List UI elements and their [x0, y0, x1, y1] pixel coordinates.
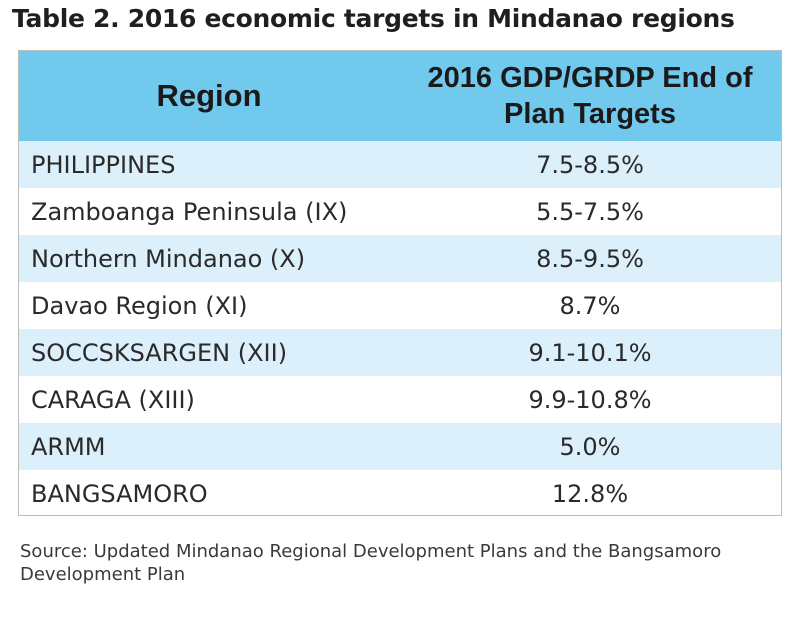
region-cell: SOCCSKSARGEN (XII): [31, 338, 288, 367]
table-row: Northern Mindanao (X) 8.5-9.5%: [19, 235, 781, 282]
target-cell: 5.0%: [559, 432, 621, 461]
table-title: Table 2. 2016 economic targets in Mindan…: [12, 4, 735, 33]
target-cell: 7.5-8.5%: [536, 150, 644, 179]
target-cell: 9.9-10.8%: [528, 385, 652, 414]
table-header-row: Region 2016 GDP/GRDP End of Plan Targets: [19, 51, 781, 141]
table-row: SOCCSKSARGEN (XII) 9.1-10.1%: [19, 329, 781, 376]
target-cell: 12.8%: [551, 479, 629, 508]
table-row: CARAGA (XIII) 9.9-10.8%: [19, 376, 781, 423]
region-cell: BANGSAMORO: [31, 479, 208, 508]
table-row: ARMM 5.0%: [19, 423, 781, 470]
region-cell: PHILIPPINES: [31, 150, 176, 179]
region-cell: Zamboanga Peninsula (IX): [31, 197, 348, 226]
region-cell: CARAGA (XIII): [31, 385, 195, 414]
targets-table: Region 2016 GDP/GRDP End of Plan Targets…: [18, 50, 782, 516]
target-cell: 8.7%: [559, 291, 621, 320]
target-cell: 8.5-9.5%: [536, 244, 644, 273]
source-note: Source: Updated Mindanao Regional Develo…: [20, 541, 722, 585]
target-cell: 5.5-7.5%: [536, 197, 644, 226]
table-row: Davao Region (XI) 8.7%: [19, 282, 781, 329]
target-cell: 9.1-10.1%: [528, 338, 652, 367]
column-header-region: Region: [156, 78, 262, 113]
region-cell: Northern Mindanao (X): [31, 244, 306, 273]
table-row: BANGSAMORO 12.8%: [19, 470, 781, 517]
table-row: PHILIPPINES 7.5-8.5%: [19, 141, 781, 188]
column-header-target: 2016 GDP/GRDP End of Plan Targets: [427, 62, 753, 130]
region-cell: ARMM: [31, 432, 106, 461]
region-cell: Davao Region (XI): [31, 291, 248, 320]
table-row: Zamboanga Peninsula (IX) 5.5-7.5%: [19, 188, 781, 235]
